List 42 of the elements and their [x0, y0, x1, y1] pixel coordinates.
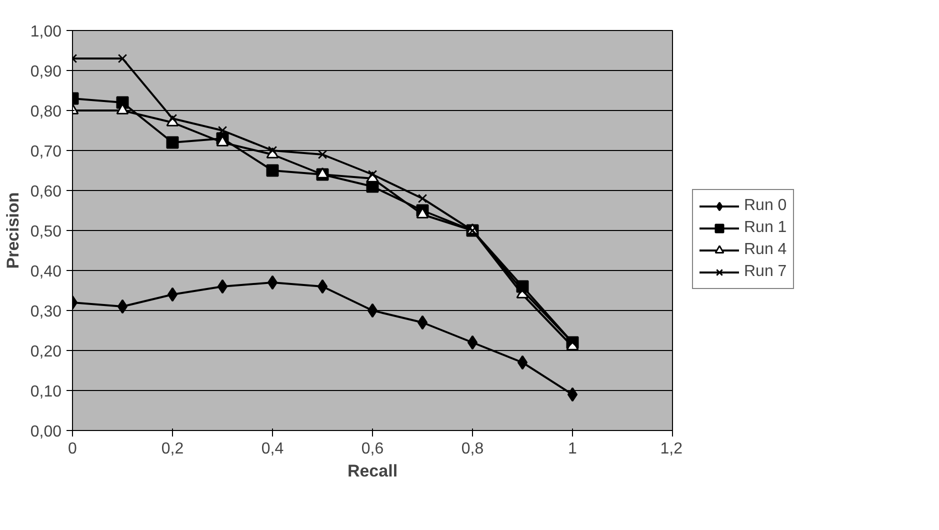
point	[118, 54, 128, 64]
y-tick-label: 0,70	[30, 144, 62, 160]
x-tick-label: 1,2	[660, 440, 683, 458]
x-tick-label: 1	[568, 440, 578, 458]
point	[417, 315, 428, 330]
point	[167, 287, 178, 302]
y-tick-label: 0,00	[30, 424, 62, 440]
legend-label: Run 4	[744, 240, 787, 258]
y-tick-label: 0,30	[30, 304, 62, 320]
y-tick-label: 0,50	[30, 224, 62, 240]
point	[367, 303, 378, 318]
point	[267, 275, 278, 290]
legend-label: Run 1	[744, 218, 787, 236]
point	[266, 164, 279, 177]
point	[168, 114, 178, 124]
y-tick-label: 0,80	[30, 104, 62, 120]
x-tick-label: 0,2	[161, 440, 184, 458]
point	[368, 170, 378, 180]
y-tick-label: 0,60	[30, 184, 62, 200]
point	[567, 387, 578, 402]
point	[217, 279, 228, 294]
y-tick-label: 0,10	[30, 384, 62, 400]
y-tick-label: 0,40	[30, 264, 62, 280]
x-tick-label: 0,8	[461, 440, 484, 458]
x-tick-label: 0,4	[261, 440, 284, 458]
x-tick-label: 0,6	[361, 440, 384, 458]
point	[418, 194, 428, 204]
y-tick-label: 0,90	[30, 64, 62, 80]
legend-label: Run 7	[744, 262, 787, 280]
point	[467, 335, 478, 350]
point	[166, 136, 179, 149]
y-axis-title: Precision	[3, 192, 22, 269]
point	[117, 299, 128, 314]
x-axis-title: Recall	[347, 462, 398, 480]
y-tick-label: 0,20	[30, 344, 62, 360]
point	[317, 279, 328, 294]
point	[517, 355, 528, 370]
point	[318, 150, 328, 160]
legend-label: Run 0	[744, 196, 787, 214]
x-tick-label: 0	[68, 440, 78, 458]
point	[268, 146, 278, 156]
y-tick-label: 1,00	[30, 24, 62, 40]
